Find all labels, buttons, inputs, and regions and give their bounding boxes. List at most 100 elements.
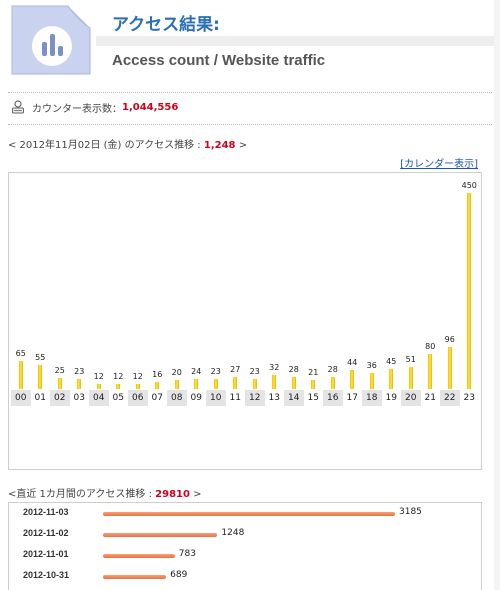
bar-value-label: 28	[288, 364, 299, 374]
monthly-row-value: 689	[170, 570, 188, 580]
bar-value-label: 28	[327, 364, 338, 374]
chart-bar	[447, 347, 452, 389]
bar-value-label: 27	[230, 365, 241, 375]
chart-bar	[18, 360, 23, 389]
hour-tick-label: 02	[49, 390, 70, 406]
monthly-heading-suffix: >	[193, 489, 202, 500]
divider	[8, 124, 492, 125]
bar-value-label: 23	[210, 366, 221, 376]
chart-bar	[213, 378, 218, 389]
bar-value-label: 32	[269, 363, 280, 373]
hour-tick-label: 23	[463, 393, 475, 403]
bar-value-label: 12	[132, 371, 143, 381]
chart-bar	[116, 383, 121, 389]
bar-value-label: 23	[74, 366, 85, 376]
bar-value-label: 12	[113, 371, 124, 381]
hourly-access-chart: 65 00 55 01 25 02 23 03 12 04 12 05 12 06 16 07 20 08 24 09…	[8, 172, 482, 470]
daily-access-heading: < 2012年11月02日 (金) のアクセス推移 : 1,248 >	[8, 136, 247, 151]
hour-tick-label: 15	[307, 393, 319, 403]
monthly-access-list: 2012-11-03 3185 2012-11-02 1248 2012-11-01 78…	[8, 502, 482, 590]
bar-value-label: 96	[444, 335, 455, 345]
monthly-row: 2012-11-03 3185	[9, 505, 481, 523]
chart-bar	[155, 382, 160, 389]
hour-tick-label: 20	[400, 390, 421, 406]
daily-total: 1,248	[203, 140, 236, 151]
monthly-row-date: 2012-11-01	[23, 549, 69, 559]
title-band	[96, 36, 500, 46]
daily-heading-suffix: >	[238, 140, 248, 151]
counter-label: カウンター表示数：	[32, 103, 122, 115]
bar-value-label: 21	[308, 367, 319, 377]
chart-bar	[174, 380, 179, 389]
counter-row: カウンター表示数： 1,044,556	[10, 98, 178, 116]
hour-tick-label: 06	[127, 390, 148, 406]
bar-chart-logo-icon	[11, 5, 91, 75]
divider	[8, 92, 492, 93]
bar-value-label: 450	[461, 181, 477, 190]
monthly-row-date: 2012-11-03	[23, 507, 69, 517]
hour-tick-label: 08	[166, 390, 187, 406]
monthly-total: 29810	[155, 489, 190, 500]
monthly-row-value: 1248	[221, 528, 245, 538]
bar-value-label: 25	[54, 366, 65, 376]
monthly-bar	[103, 575, 167, 579]
chart-bar	[135, 383, 140, 389]
chart-bar	[330, 376, 335, 389]
chart-bar	[291, 376, 296, 389]
hour-tick-label: 12	[244, 390, 265, 406]
page-title: アクセス結果:	[112, 15, 220, 35]
counter-value: 1,044,556	[122, 101, 179, 113]
chart-bar	[350, 369, 355, 389]
bar-value-label: 23	[249, 366, 260, 376]
monthly-row-value: 3185	[399, 507, 422, 517]
hour-tick-label: 17	[346, 393, 358, 403]
monthly-bar	[103, 554, 175, 558]
hour-tick-label: 11	[229, 393, 241, 403]
monthly-bar	[103, 512, 395, 516]
chart-bar	[408, 366, 413, 389]
chart-bar	[252, 378, 257, 389]
chart-bar	[272, 375, 277, 389]
monthly-heading-text: <直近 1カ月間のアクセス推移 :	[8, 489, 152, 500]
monthly-row-value: 783	[178, 549, 196, 559]
bar-value-label: 80	[425, 342, 436, 352]
chart-bar	[57, 378, 62, 389]
hour-tick-label: 10	[205, 390, 226, 406]
page-header: アクセス結果: Access count / Website traffic	[0, 0, 500, 90]
chart-bar	[467, 193, 472, 389]
bar-value-label: 16	[152, 370, 163, 380]
hour-tick-label: 09	[190, 393, 202, 403]
monthly-access-heading: <直近 1カ月間のアクセス推移 : 29810 >	[8, 485, 202, 500]
monthly-bar	[103, 533, 218, 537]
monthly-row-date: 2012-10-31	[23, 570, 70, 580]
page-subtitle: Access count / Website traffic	[112, 52, 326, 69]
hour-tick-label: 19	[385, 393, 397, 403]
bar-value-label: 51	[405, 354, 416, 364]
chart-bar	[428, 354, 433, 389]
hour-tick-label: 16	[322, 390, 343, 406]
bar-value-label: 36	[366, 361, 377, 371]
calendar-view-link[interactable]: [カレンダー表示]	[400, 159, 478, 170]
hour-tick-label: 22	[439, 390, 460, 406]
bar-value-label: 65	[15, 348, 26, 358]
hour-tick-label: 13	[268, 393, 280, 403]
hour-tick-label: 04	[88, 390, 109, 406]
chart-bar	[38, 365, 43, 389]
monthly-row: 2012-11-01 783	[9, 547, 481, 565]
monthly-row: 2012-11-02 1248	[9, 526, 481, 544]
daily-heading-text: < 2012年11月02日 (金) のアクセス推移 :	[8, 140, 201, 151]
scrollbar-track[interactable]	[494, 0, 500, 590]
hour-tick-label: 18	[361, 390, 382, 406]
chart-bar	[389, 369, 394, 389]
bar-value-label: 12	[93, 371, 104, 381]
hour-tick-label: 03	[73, 393, 85, 403]
user-icon	[12, 100, 24, 114]
chart-bar	[369, 373, 374, 389]
chart-bar	[233, 377, 238, 389]
hour-tick-label: 14	[283, 390, 304, 406]
monthly-row: 2012-10-31 689	[9, 568, 481, 586]
chart-bar	[311, 379, 316, 389]
hour-tick-label: 21	[424, 393, 436, 403]
bar-value-label: 20	[171, 368, 182, 378]
bar-value-label: 24	[191, 366, 202, 376]
